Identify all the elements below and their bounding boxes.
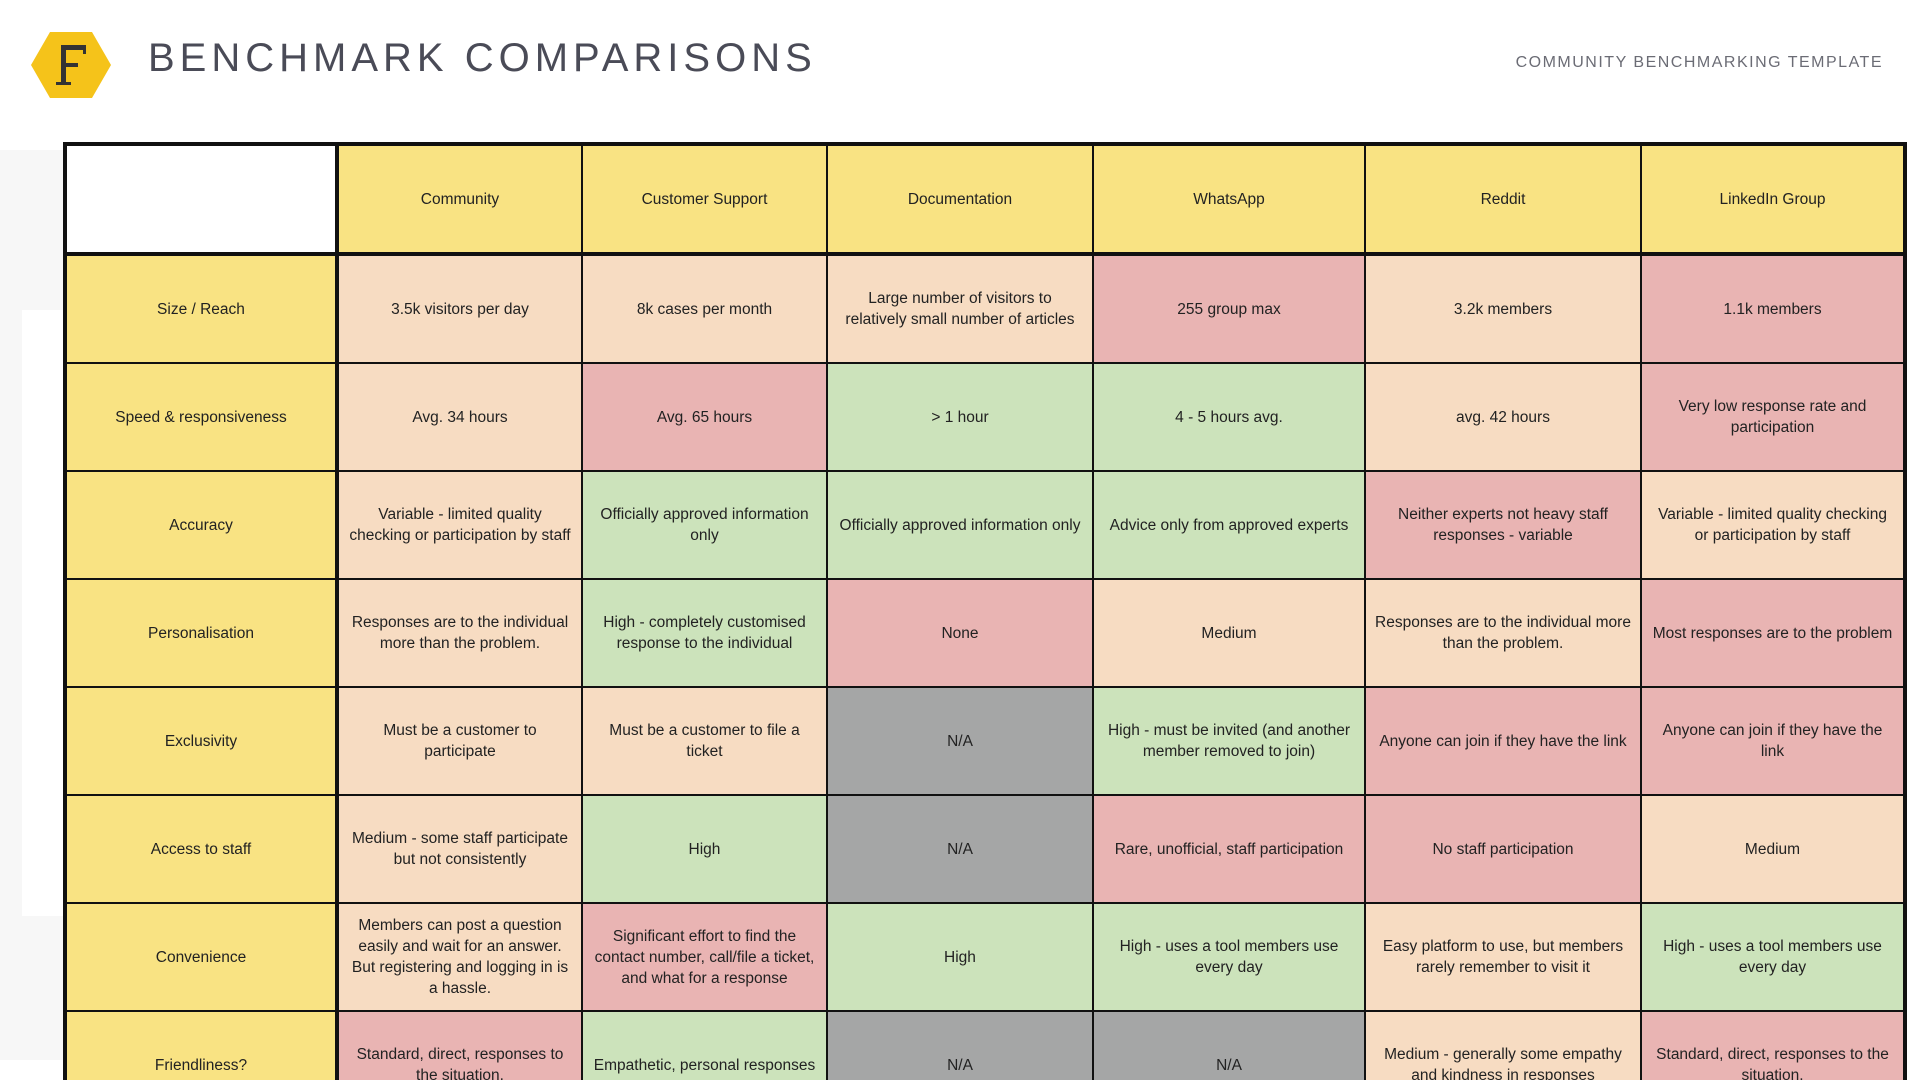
row-header: Size / Reach bbox=[63, 253, 339, 364]
table-cell: N/A bbox=[826, 686, 1094, 796]
table-header-row: Community Customer Support Documentation… bbox=[63, 142, 1907, 256]
table-cell: Members can post a question easily and w… bbox=[336, 902, 583, 1012]
table-row: Access to staff Medium - some staff parti… bbox=[63, 794, 1907, 904]
table-cell: Very low response rate and participation bbox=[1640, 362, 1907, 472]
table-cell: Must be a customer to file a ticket bbox=[581, 686, 828, 796]
table-cell: 8k cases per month bbox=[581, 253, 828, 364]
column-header: LinkedIn Group bbox=[1640, 142, 1907, 256]
column-header: Reddit bbox=[1364, 142, 1642, 256]
table-cell: High - must be invited (and another memb… bbox=[1092, 686, 1366, 796]
row-header: Exclusivity bbox=[63, 686, 339, 796]
table-cell: High - uses a tool members use every day bbox=[1092, 902, 1366, 1012]
table-cell: Variable - limited quality checking or p… bbox=[1640, 470, 1907, 580]
table-cell: Neither experts not heavy staff response… bbox=[1364, 470, 1642, 580]
table-cell: N/A bbox=[1092, 1010, 1366, 1080]
table-cell: Advice only from approved experts bbox=[1092, 470, 1366, 580]
page-title: BENCHMARK COMPARISONS bbox=[148, 36, 817, 80]
table-cell: Avg. 34 hours bbox=[336, 362, 583, 472]
row-header: Friendliness? bbox=[63, 1010, 339, 1080]
table-cell: Must be a customer to participate bbox=[336, 686, 583, 796]
table-cell: Anyone can join if they have the link bbox=[1364, 686, 1642, 796]
table-cell: 3.5k visitors per day bbox=[336, 253, 583, 364]
row-header: Access to staff bbox=[63, 794, 339, 904]
column-header: Documentation bbox=[826, 142, 1094, 256]
table-row: Convenience Members can post a question e… bbox=[63, 902, 1907, 1012]
row-header: Convenience bbox=[63, 902, 339, 1012]
table-cell: Responses are to the individual more tha… bbox=[336, 578, 583, 688]
table-row: Accuracy Variable - limited quality check… bbox=[63, 470, 1907, 580]
column-header: Community bbox=[336, 142, 583, 256]
table-cell: 255 group max bbox=[1092, 253, 1366, 364]
column-header: WhatsApp bbox=[1092, 142, 1366, 256]
column-header: Customer Support bbox=[581, 142, 828, 256]
table-cell: Most responses are to the problem bbox=[1640, 578, 1907, 688]
table-cell: Significant effort to find the contact n… bbox=[581, 902, 828, 1012]
table-cell: 1.1k members bbox=[1640, 253, 1907, 364]
left-margin-gap bbox=[22, 310, 64, 916]
table-cell: > 1 hour bbox=[826, 362, 1094, 472]
table-cell: Standard, direct, responses to the situa… bbox=[1640, 1010, 1907, 1080]
table-cell: Medium bbox=[1092, 578, 1366, 688]
page-subtitle: COMMUNITY BENCHMARKING TEMPLATE bbox=[1515, 54, 1883, 71]
table-cell: Large number of visitors to relatively s… bbox=[826, 253, 1094, 364]
table-row: Friendliness? Standard, direct, responses… bbox=[63, 1010, 1907, 1080]
table-cell: Anyone can join if they have the link bbox=[1640, 686, 1907, 796]
table-cell: N/A bbox=[826, 794, 1094, 904]
table-row: Size / Reach 3.5k visitors per day 8k case… bbox=[63, 253, 1907, 364]
table-cell: High - completely customised response to… bbox=[581, 578, 828, 688]
table-cell: Standard, direct, responses to the situa… bbox=[336, 1010, 583, 1080]
table-cell: Rare, unofficial, staff participation bbox=[1092, 794, 1366, 904]
table-cell: Medium - generally some empathy and kind… bbox=[1364, 1010, 1642, 1080]
table-cell: No staff participation bbox=[1364, 794, 1642, 904]
row-header: Accuracy bbox=[63, 470, 339, 580]
benchmark-table: Community Customer Support Documentation… bbox=[63, 142, 1907, 1080]
table-cell: 4 - 5 hours avg. bbox=[1092, 362, 1366, 472]
corner-cell bbox=[63, 142, 339, 256]
table-cell: None bbox=[826, 578, 1094, 688]
table-cell: High bbox=[826, 902, 1094, 1012]
table-cell: Medium - some staff participate but not … bbox=[336, 794, 583, 904]
table-cell: Empathetic, personal responses bbox=[581, 1010, 828, 1080]
table-cell: Variable - limited quality checking or p… bbox=[336, 470, 583, 580]
table-row: Exclusivity Must be a customer to partici… bbox=[63, 686, 1907, 796]
table-cell: Officially approved information only bbox=[826, 470, 1094, 580]
table-row: Speed & responsiveness Avg. 34 hours Avg. … bbox=[63, 362, 1907, 472]
table-cell: N/A bbox=[826, 1010, 1094, 1080]
table-cell: High bbox=[581, 794, 828, 904]
table-cell: Responses are to the individual more tha… bbox=[1364, 578, 1642, 688]
row-header: Speed & responsiveness bbox=[63, 362, 339, 472]
table-row: Personalisation Responses are to the indi… bbox=[63, 578, 1907, 688]
table-cell: High - uses a tool members use every day bbox=[1640, 902, 1907, 1012]
table-body: Community Customer Support Documentation… bbox=[63, 142, 1907, 1080]
table-cell: Avg. 65 hours bbox=[581, 362, 828, 472]
table-cell: avg. 42 hours bbox=[1364, 362, 1642, 472]
benchmark-table-container: Community Customer Support Documentation… bbox=[63, 142, 1907, 1080]
table-cell: Easy platform to use, but members rarely… bbox=[1364, 902, 1642, 1012]
table-cell: 3.2k members bbox=[1364, 253, 1642, 364]
hexagon-logo-icon bbox=[31, 32, 111, 98]
table-cell: Officially approved information only bbox=[581, 470, 828, 580]
row-header: Personalisation bbox=[63, 578, 339, 688]
table-cell: Medium bbox=[1640, 794, 1907, 904]
